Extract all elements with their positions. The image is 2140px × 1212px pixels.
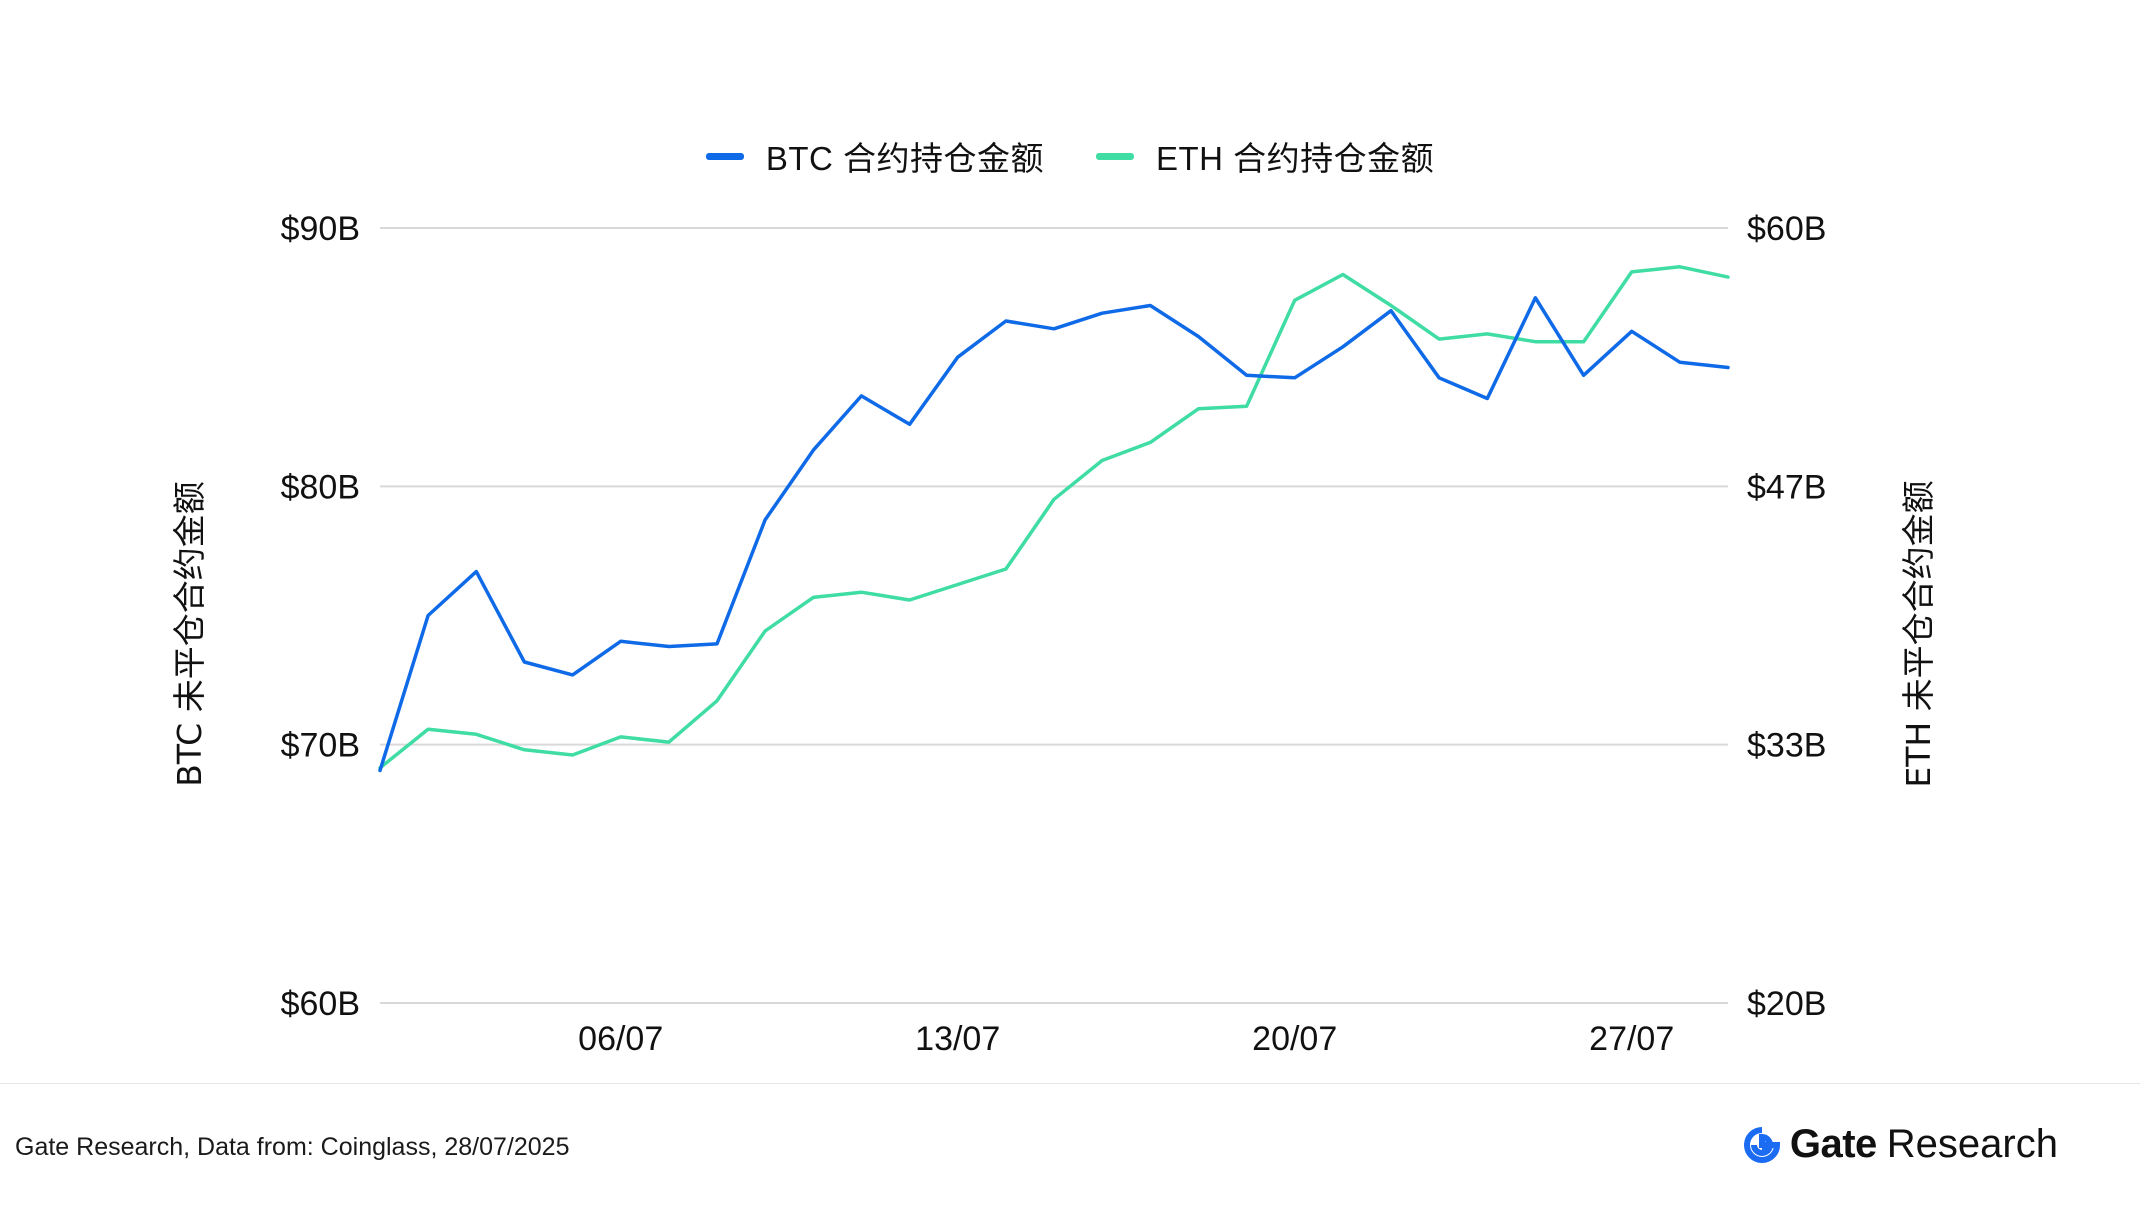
left-tick-label: $70B <box>281 727 360 765</box>
left-tick-label: $90B <box>281 210 360 248</box>
x-axis-ticks: 06/07 13/07 20/07 27/07 <box>578 1020 1674 1058</box>
right-tick-label: $33B <box>1747 727 1826 765</box>
left-axis-title: BTC 未平仓合约金额 <box>170 481 209 786</box>
gate-research-logo: Gate Research <box>1743 1122 2058 1167</box>
brand-sub: Research <box>1886 1122 2058 1166</box>
gate-logo-icon <box>1743 1126 1780 1163</box>
brand-name: Gate <box>1789 1122 1877 1166</box>
right-tick-label: $60B <box>1747 210 1826 248</box>
legend-label-eth: ETH 合约持仓金额 <box>1156 140 1435 177</box>
footer-source-text: Gate Research, Data from: Coinglass, 28/… <box>15 1133 570 1161</box>
left-axis-ticks: $60B $70B $80B $90B <box>281 210 360 1023</box>
eth-series-line <box>378 265 1730 770</box>
legend-swatch-btc <box>705 152 744 160</box>
left-tick-label: $60B <box>281 985 360 1023</box>
legend-item-btc: BTC 合约持仓金额 <box>705 132 1044 180</box>
left-tick-label: $80B <box>281 468 360 506</box>
x-tick-label: 13/07 <box>915 1020 1000 1058</box>
legend-label-btc: BTC 合约持仓金额 <box>765 140 1044 177</box>
x-tick-label: 27/07 <box>1589 1020 1674 1058</box>
series-lines <box>378 265 1730 773</box>
gridlines <box>380 227 1728 1004</box>
legend-swatch-eth <box>1096 152 1134 160</box>
right-axis-ticks: $20B $33B $47B $60B <box>1747 210 1826 1023</box>
right-axis-title: ETH 未平仓合约金额 <box>1899 480 1938 787</box>
right-tick-label: $20B <box>1747 985 1826 1023</box>
chart-legend: BTC 合约持仓金额 ETH 合约持仓金额 <box>0 132 2140 180</box>
right-tick-label: $47B <box>1747 468 1826 506</box>
x-tick-label: 20/07 <box>1252 1020 1337 1058</box>
footer-divider <box>0 1083 2140 1084</box>
legend-item-eth: ETH 合约持仓金额 <box>1096 132 1434 180</box>
x-tick-label: 06/07 <box>578 1020 663 1058</box>
btc-series-line <box>378 296 1730 773</box>
